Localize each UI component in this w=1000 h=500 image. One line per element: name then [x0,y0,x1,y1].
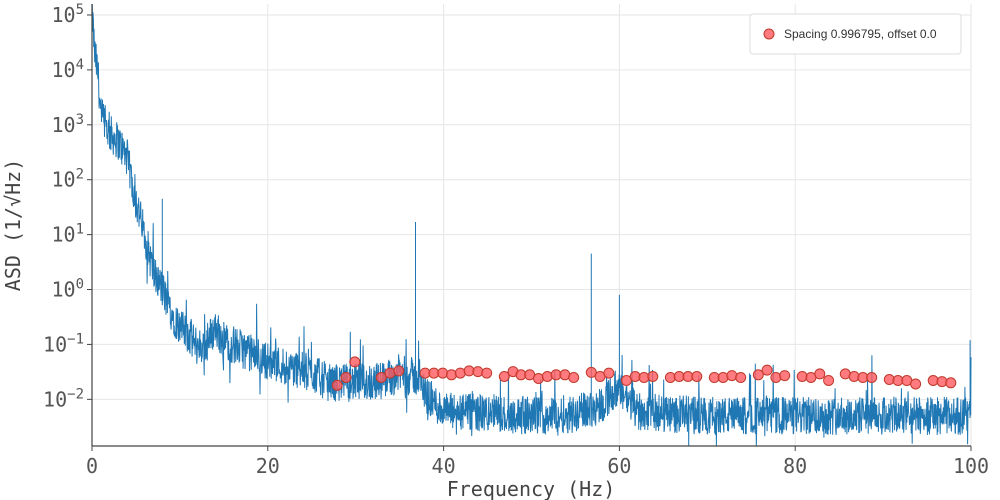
x-tick-label: 0 [86,454,98,478]
spacing-marker [393,365,405,377]
asd-series-line [91,3,972,447]
y-tick-label: 102 [51,167,84,192]
spacing-marker [533,373,544,384]
spacing-marker [726,370,738,382]
spacing-marker [568,372,580,383]
x-ticks: 0 20 40 60 80 100 [86,446,989,478]
y-tick-label: 10−2 [43,386,84,411]
spacing-marker [691,371,703,382]
spacing-marker [823,375,835,386]
legend-marker-icon [763,28,775,40]
spacing-marker [349,356,361,368]
x-tick-label: 60 [607,454,631,478]
spacing-marker [498,371,510,382]
y-axis-title: ASD (1/√Hz) [1,159,25,291]
spacing-marker [945,377,957,389]
y-tick-label: 104 [51,57,84,82]
spacing-markers [331,356,957,391]
spacing-marker [620,375,632,386]
spacing-marker [472,366,484,378]
y-tick-label: 10−1 [43,331,84,356]
spacing-marker [779,370,791,382]
spacing-marker [717,372,729,383]
spacing-marker [735,372,747,383]
spacing-marker [481,367,493,379]
spacing-marker [761,364,773,376]
legend-label: Spacing 0.996795, offset 0.0 [784,27,937,41]
spacing-marker [770,372,782,383]
spacing-marker [603,367,615,379]
spacing-marker [437,367,449,379]
spacing-marker [331,379,343,391]
axes [91,4,971,447]
y-tick-label: 105 [51,2,84,27]
spacing-marker [585,366,597,378]
legend: Spacing 0.996795, offset 0.0 [749,13,962,55]
x-tick-label: 100 [953,454,989,478]
spacing-marker [340,372,352,383]
y-tick-label: 103 [51,112,84,137]
spacing-marker [541,371,553,382]
y-ticks: 10−2 10−1 100 101 102 103 104 105 [43,2,92,411]
spacing-marker [752,369,764,381]
x-axis-title: Frequency (Hz) [447,477,616,500]
spacing-marker [375,372,387,383]
spacing-marker [446,369,457,381]
spacing-marker [814,368,826,380]
x-tick-label: 40 [432,454,456,478]
spacing-marker [866,372,878,383]
x-tick-label: 20 [256,454,280,478]
y-tick-label: 100 [51,277,84,302]
y-tick-label: 101 [51,222,84,247]
spacing-marker [647,371,659,382]
legend-box [749,13,962,55]
x-tick-label: 80 [783,454,807,478]
spacing-marker [910,378,922,390]
